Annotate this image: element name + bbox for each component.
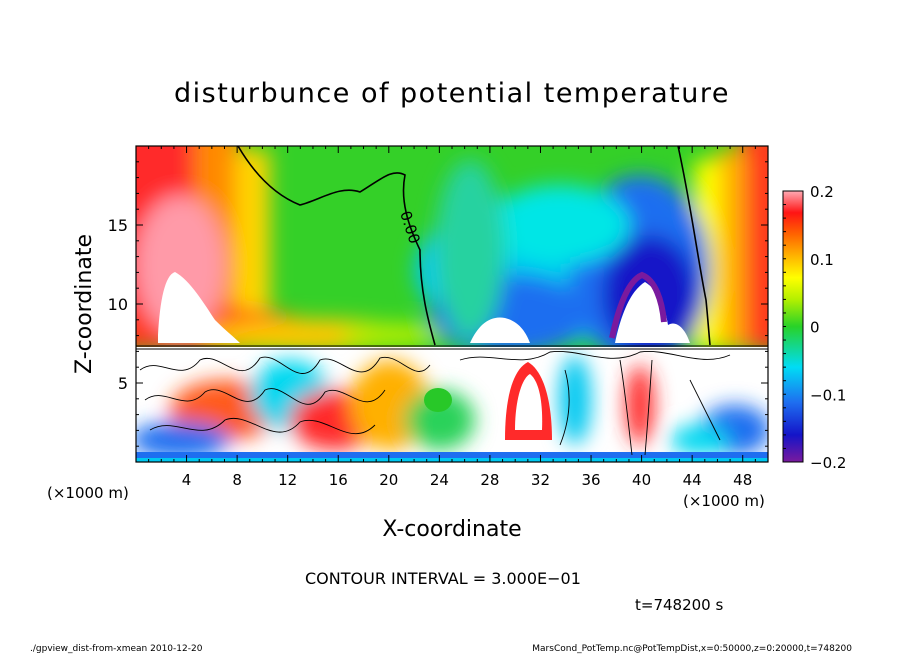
- x-tick-label: 48: [733, 471, 752, 489]
- colorbar-tick-label: 0.2: [810, 183, 834, 201]
- x-tick-label: 24: [430, 471, 449, 489]
- x-tick-label: 8: [232, 471, 242, 489]
- x-tick-label: 16: [329, 471, 348, 489]
- x-tick-labels: 4 8 12 16 20 24 28 32 36 40 44 48: [182, 471, 752, 489]
- y-axis-title: Z-coordinate: [72, 234, 97, 374]
- time-label: t=748200 s: [635, 596, 723, 614]
- contour-interval: CONTOUR INTERVAL = 3.000E−01: [305, 569, 581, 588]
- x-axis-title: X-coordinate: [382, 517, 521, 542]
- y-tick-label: 10: [108, 295, 128, 314]
- y-tick-label: 5: [118, 374, 128, 393]
- heatmap-field: [136, 146, 768, 462]
- x-tick-label: 36: [581, 471, 600, 489]
- x-unit-left: (×1000 m): [47, 484, 129, 502]
- colorbar-tick-label: −0.1: [810, 386, 846, 404]
- footer-right: MarsCond_PotTemp.nc@PotTempDist,x=0:5000…: [532, 644, 852, 654]
- x-tick-label: 12: [278, 471, 297, 489]
- x-tick-label: 32: [531, 471, 550, 489]
- x-tick-label: 20: [379, 471, 398, 489]
- axis-ticks: [136, 146, 768, 462]
- colorbar-tick-label: −0.2: [810, 454, 846, 472]
- x-tick-label: 40: [632, 471, 651, 489]
- x-tick-label: 28: [480, 471, 499, 489]
- x-tick-label: 44: [683, 471, 702, 489]
- y-tick-label: 15: [108, 216, 128, 235]
- colorbar-labels: 0.2 0.1 0 −0.1 −0.2: [810, 183, 846, 472]
- colorbar-tick-label: 0: [810, 319, 820, 337]
- colorbar-ticks: [783, 190, 786, 463]
- colorbar-tick-label: 0.1: [810, 251, 834, 269]
- y-tick-labels: 5 10 15: [108, 216, 128, 393]
- footer-left: ./gpview_dist-from-xmean 2010-12-20: [30, 644, 203, 654]
- x-unit-right: (×1000 m): [683, 492, 765, 510]
- chart-title: disturbunce of potential temperature: [174, 78, 730, 109]
- x-tick-label: 4: [182, 471, 192, 489]
